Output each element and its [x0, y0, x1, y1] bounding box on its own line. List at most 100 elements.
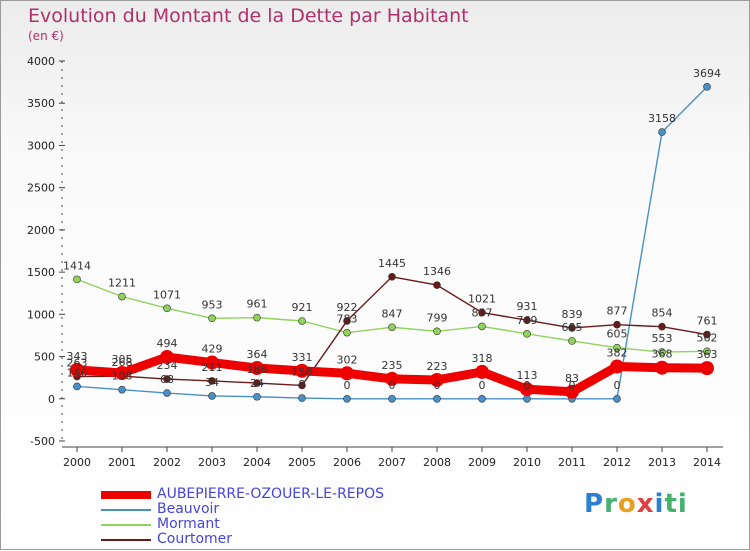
- data-label: 605: [607, 328, 628, 341]
- data-label: 0: [614, 379, 621, 392]
- data-point: [163, 389, 171, 397]
- data-point: [655, 360, 669, 375]
- data-label: 211: [202, 361, 223, 374]
- data-label: 429: [202, 343, 223, 356]
- y-tick-label: 3000: [27, 139, 55, 152]
- data-point: [163, 304, 171, 313]
- data-point: [613, 343, 621, 352]
- legend-label-aubepierre: AUBEPIERRE-OZOUER-LE-REPOS: [157, 486, 384, 502]
- y-tick-label: -500: [30, 435, 55, 448]
- data-label: 302: [337, 353, 358, 366]
- data-point: [118, 385, 126, 394]
- data-label: 553: [652, 332, 673, 345]
- data-label: 0: [434, 379, 441, 392]
- data-label: 3158: [648, 112, 676, 125]
- data-point: [433, 281, 441, 289]
- data-label: 68: [160, 373, 174, 386]
- data-label: 223: [427, 360, 448, 373]
- data-label: 0: [344, 379, 351, 392]
- data-label: 363: [697, 348, 718, 361]
- chart-title: Evolution du Montant de la Dette par Hab…: [28, 5, 469, 27]
- data-label: 921: [292, 301, 313, 314]
- data-label: 847: [382, 307, 403, 320]
- data-point: [208, 377, 216, 385]
- data-point: [298, 381, 306, 390]
- proxiti-logo: Proxiti: [584, 489, 688, 519]
- x-tick-label: 2001: [108, 456, 136, 469]
- data-point: [340, 366, 354, 381]
- data-label: 1071: [153, 288, 181, 301]
- data-label: 263: [67, 357, 88, 370]
- data-point: [388, 272, 396, 281]
- logo-letter: x: [636, 489, 655, 519]
- legend-swatch-courtomer: [101, 539, 151, 541]
- data-point: [388, 394, 396, 403]
- data-point: [385, 371, 399, 386]
- data-point: [115, 366, 129, 381]
- data-label: 494: [157, 337, 178, 350]
- data-label: 799: [427, 311, 448, 324]
- data-point: [253, 313, 261, 322]
- data-point: [343, 317, 351, 325]
- data-label: 761: [697, 315, 718, 328]
- data-point: [253, 392, 261, 401]
- logo-letter: i: [654, 489, 665, 519]
- data-point: [298, 317, 306, 325]
- data-label: 1021: [468, 293, 496, 306]
- data-label: 769: [517, 314, 538, 327]
- y-tick-label: 3500: [27, 97, 55, 110]
- y-tick-label: 0: [48, 393, 55, 406]
- data-label: 158: [292, 365, 313, 378]
- data-label: 953: [202, 298, 223, 311]
- data-point: [343, 394, 351, 403]
- data-label: 1211: [108, 277, 136, 290]
- legend-swatch-aubepierre: [101, 491, 151, 499]
- data-label: 0: [479, 379, 486, 392]
- data-label: 783: [337, 313, 358, 326]
- data-point: [613, 394, 621, 403]
- data-label: 0: [389, 379, 396, 392]
- data-label: 857: [472, 306, 493, 319]
- data-label: 854: [652, 307, 673, 320]
- legend-label-courtomer: Courtomer: [157, 531, 233, 547]
- data-point: [253, 379, 261, 387]
- data-point: [523, 394, 531, 403]
- data-label: 562: [697, 331, 718, 344]
- logo-letter: P: [584, 489, 605, 519]
- data-point: [568, 337, 576, 345]
- legend-swatch-beauvoir: [101, 509, 151, 511]
- data-point: [700, 361, 714, 376]
- data-label: 1414: [63, 259, 91, 272]
- data-point: [568, 324, 576, 332]
- legend-label-beauvoir: Beauvoir: [157, 501, 220, 517]
- data-point: [658, 128, 666, 136]
- data-label: 234: [157, 359, 178, 372]
- data-point: [433, 394, 441, 403]
- data-label: 235: [382, 359, 403, 372]
- data-point: [703, 330, 711, 339]
- x-tick-label: 2009: [468, 456, 496, 469]
- data-label: 368: [652, 348, 673, 361]
- data-label: 877: [607, 305, 628, 318]
- data-label: 3694: [693, 67, 721, 80]
- x-tick-label: 2013: [648, 456, 676, 469]
- data-label: 961: [247, 298, 268, 311]
- data-point: [703, 83, 711, 91]
- data-label: 146: [67, 366, 88, 379]
- data-point: [658, 348, 666, 356]
- x-tick-label: 2004: [243, 456, 271, 469]
- data-label: 108: [112, 370, 133, 383]
- data-label: 34: [205, 376, 219, 389]
- data-point: [433, 327, 441, 336]
- data-point: [208, 314, 216, 323]
- data-label: 1445: [378, 257, 406, 270]
- data-label: 318: [472, 352, 493, 365]
- data-label: 24: [250, 377, 264, 390]
- data-point: [250, 361, 264, 376]
- x-tick-label: 2011: [558, 456, 586, 469]
- data-label: 343: [67, 350, 88, 363]
- y-tick-label: 1000: [27, 308, 55, 321]
- logo-letter: r: [604, 489, 618, 519]
- x-tick-label: 2012: [603, 456, 631, 469]
